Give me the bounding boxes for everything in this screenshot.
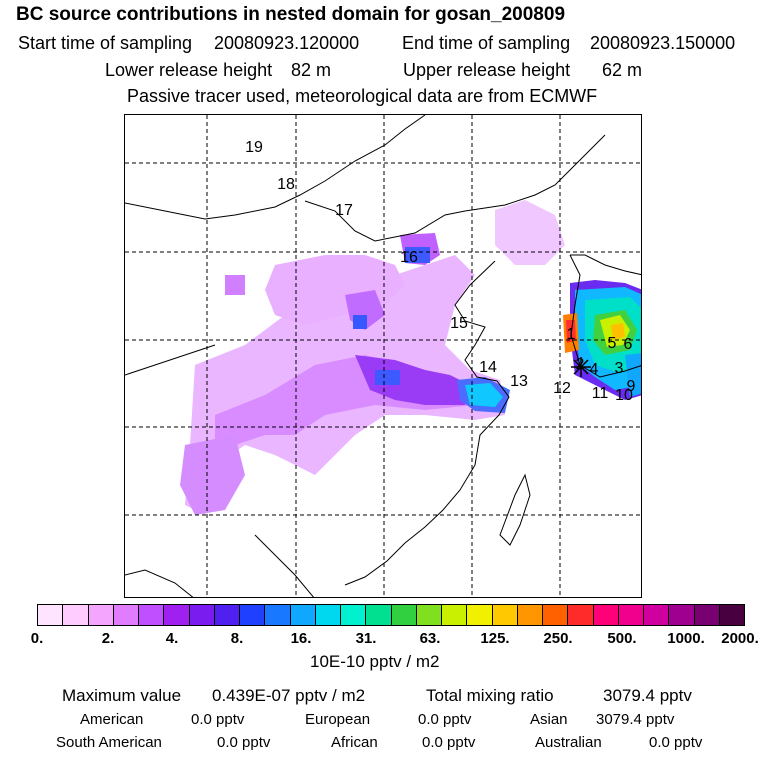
color-bar-cell [315, 605, 341, 625]
color-bar-tick-label: 4. [165, 630, 179, 647]
color-bar-cell [669, 605, 695, 625]
lat-lon-grid [125, 115, 641, 597]
total-mixing-value: 3079.4 pptv [603, 686, 692, 705]
region-label-1: 1 [566, 326, 576, 343]
color-bar-tick-label: 31. [355, 630, 377, 647]
region-label-5: 5 [607, 335, 617, 352]
source-african-name: African [331, 734, 378, 751]
color-bar-tick-label: 16. [290, 630, 312, 647]
source-asian-name: Asian [530, 711, 568, 728]
region-label-2: 2 [575, 356, 585, 373]
region-label-3: 3 [614, 360, 624, 377]
region-label-4: 4 [589, 361, 599, 378]
color-bar-cell [63, 605, 89, 625]
region-label-9: 9 [626, 378, 636, 395]
color-bar-unit: 10E-10 pptv / m2 [310, 652, 440, 671]
source-american-value: 0.0 pptv [191, 711, 245, 728]
end-time-value: 20080923.150000 [590, 33, 736, 53]
region-label-10: 10 [615, 387, 633, 404]
end-time-label: End time of sampling [402, 33, 571, 53]
region-label-6: 6 [623, 336, 633, 353]
color-bar-cell [416, 605, 442, 625]
upper-height-label: Upper release height [403, 60, 571, 80]
region-label-18: 18 [277, 176, 295, 193]
receptor-marker [571, 357, 591, 377]
source-south-american-value: 0.0 pptv [217, 734, 271, 751]
source-european-value: 0.0 pptv [418, 711, 472, 728]
color-bar-cell [240, 605, 266, 625]
max-value-label: Maximum value [62, 686, 182, 705]
source-south-american-name: South American [56, 734, 162, 751]
color-bar-cell [618, 605, 644, 625]
region-label-16: 16 [400, 249, 418, 266]
source-american-name: American [80, 711, 144, 728]
color-bar-tick-label: 500. [607, 630, 637, 647]
upper-height-value: 62 m [602, 60, 643, 80]
region-label-19: 19 [245, 139, 263, 156]
color-bar-tick-label: 0. [30, 630, 44, 647]
source-australian-name: Australian [535, 734, 602, 751]
lower-height-value: 82 m [291, 60, 332, 80]
max-value: 0.439E-07 pptv / m2 [212, 686, 366, 705]
coastlines [125, 115, 641, 597]
source-australian-value: 0.0 pptv [649, 734, 703, 751]
color-bar-tick-label: 2. [101, 630, 115, 647]
color-bar-cell [593, 605, 619, 625]
total-mixing-label: Total mixing ratio [426, 686, 554, 705]
start-time-value: 20080923.120000 [214, 33, 360, 53]
color-bar-cell [467, 605, 493, 625]
color-bar-cell [139, 605, 165, 625]
plume-field [180, 200, 641, 515]
source-asian-value: 3079.4 pptv [596, 711, 675, 728]
region-label-17: 17 [335, 202, 353, 219]
region-label-13: 13 [510, 373, 528, 390]
lower-height-label: Lower release height [105, 60, 273, 80]
color-bar-cell [644, 605, 670, 625]
color-bar-tick-label: 2000. [721, 630, 759, 647]
start-time-label: Start time of sampling [18, 33, 193, 53]
color-bar-cell [543, 605, 569, 625]
color-bar-cell [492, 605, 518, 625]
region-label-12: 12 [553, 380, 571, 397]
color-bar-cell [113, 605, 139, 625]
color-bar-cell [265, 605, 291, 625]
color-bar-cell [290, 605, 316, 625]
color-bar-cell [719, 605, 744, 625]
source-african-value: 0.0 pptv [422, 734, 476, 751]
color-bar-cell [189, 605, 215, 625]
map-panel: 19 18 17 16 15 14 13 12 1 2 4 5 6 3 11 10 9 [124, 114, 642, 598]
region-label-15: 15 [450, 315, 468, 332]
color-bar-cell [442, 605, 468, 625]
color-bar-cell [366, 605, 392, 625]
color-bar-cell [694, 605, 720, 625]
color-bar-cell [341, 605, 367, 625]
source-european-name: European [305, 711, 371, 728]
color-bar-tick-label: 8. [230, 630, 244, 647]
color-bar-tick-label: 1000. [667, 630, 705, 647]
region-label-14: 14 [479, 359, 497, 376]
color-bar-cell [38, 605, 64, 625]
plot-title: BC source contributions in nested domain… [16, 4, 566, 25]
color-bar-cell [568, 605, 594, 625]
tracer-note: Passive tracer used, meteorological data… [127, 86, 598, 106]
color-bar-cell [517, 605, 543, 625]
color-bar-cell [214, 605, 240, 625]
color-bar-tick-label: 250. [543, 630, 573, 647]
color-bar [37, 604, 745, 626]
color-bar-tick-label: 63. [419, 630, 441, 647]
region-label-11: 11 [591, 385, 609, 402]
color-bar-cell [88, 605, 114, 625]
map-canvas [125, 115, 641, 597]
color-bar-cell [164, 605, 190, 625]
color-bar-tick-label: 125. [480, 630, 510, 647]
color-bar-cell [391, 605, 417, 625]
